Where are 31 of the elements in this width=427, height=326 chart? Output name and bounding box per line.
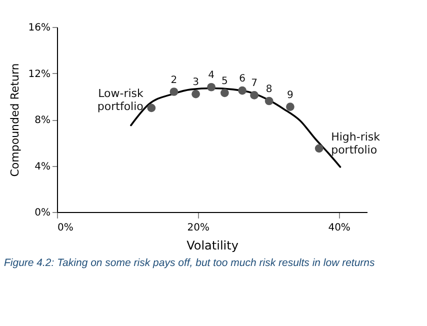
point <box>170 88 178 96</box>
annotation: 6 <box>239 74 246 85</box>
x-tick-label: 20% <box>187 222 210 234</box>
y-axis-title: Compounded Return <box>8 63 22 177</box>
point <box>192 90 200 98</box>
annotation: 9 <box>287 90 294 101</box>
annotation: 3 <box>192 77 199 88</box>
point <box>286 102 294 111</box>
x-tick-label: 40% <box>328 222 350 234</box>
annotation: 4 <box>208 70 214 82</box>
point <box>147 104 156 112</box>
x-tick-label: 0% <box>58 222 74 234</box>
caption: Figure 4.2: Taking on some risk pays off, but too much risk results in low returns <box>3 256 376 269</box>
point <box>264 96 274 106</box>
annotation: 7 <box>251 78 258 90</box>
annotation: 2 <box>170 74 178 86</box>
y-tick-label: 8% <box>34 115 50 126</box>
annotation: High-risk portfolio <box>331 130 381 156</box>
point <box>220 88 229 98</box>
y-tick-label: 16% <box>28 22 50 34</box>
y-tick-label: 12% <box>28 68 50 80</box>
point <box>314 144 324 153</box>
point <box>238 86 246 95</box>
y-tick-label: 0% <box>34 208 50 218</box>
annotation: Low-risk portfolio <box>97 86 144 113</box>
point <box>207 82 216 92</box>
x-axis-title: Volatility <box>186 238 238 252</box>
point <box>250 91 258 100</box>
y-tick-label: 4% <box>34 161 50 172</box>
annotation: 5 <box>221 76 228 87</box>
annotation: 8 <box>266 84 272 95</box>
